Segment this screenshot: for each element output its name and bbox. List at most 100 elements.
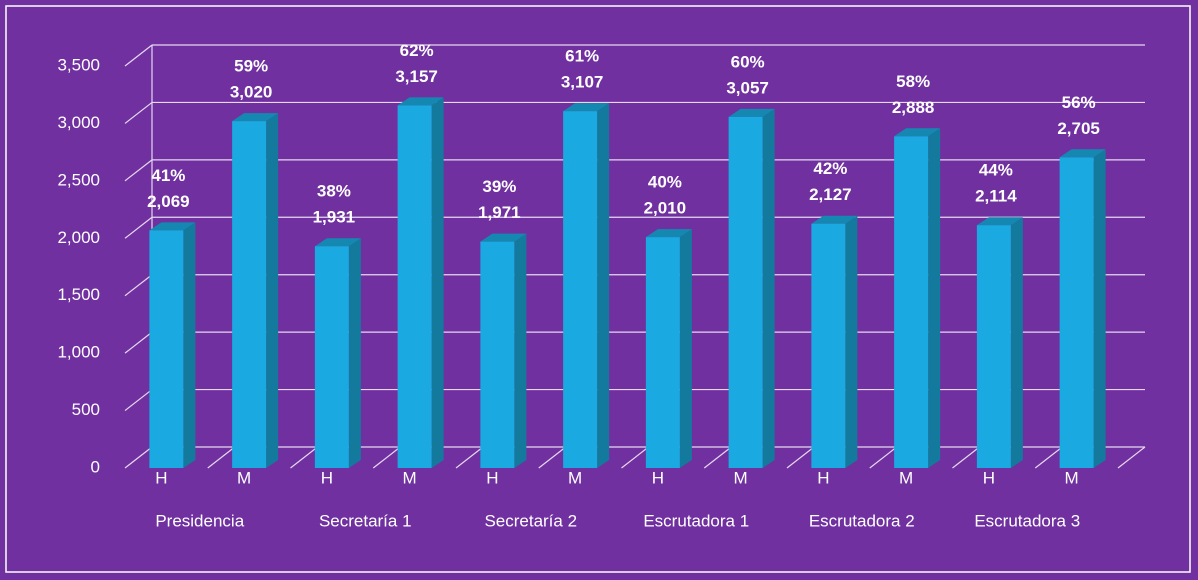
percent-label: 61% bbox=[565, 47, 599, 66]
percent-label: 38% bbox=[317, 182, 351, 201]
group-label: Escrutadora 1 bbox=[643, 511, 749, 530]
floor-line bbox=[372, 446, 401, 469]
y-tick-label: 1,000 bbox=[57, 343, 100, 362]
y-tick-label: 0 bbox=[91, 457, 100, 476]
grid-line-side bbox=[124, 159, 153, 182]
bar bbox=[480, 241, 515, 468]
bar bbox=[1059, 157, 1094, 468]
floor-line bbox=[538, 446, 567, 469]
group-label: Escrutadora 2 bbox=[809, 511, 915, 530]
bar-side bbox=[762, 108, 775, 468]
bar bbox=[563, 111, 598, 468]
grid-line-side bbox=[124, 274, 153, 297]
bar-top bbox=[894, 128, 941, 137]
x-tick-label: H bbox=[321, 468, 333, 487]
grid-line-side bbox=[124, 389, 153, 412]
grid-line-side bbox=[124, 101, 153, 124]
bar-top bbox=[397, 97, 444, 106]
value-label: 2,069 bbox=[147, 192, 190, 211]
value-label: 2,705 bbox=[1057, 119, 1100, 138]
bar-side bbox=[1010, 217, 1023, 468]
value-label: 2,114 bbox=[975, 187, 1017, 206]
bar bbox=[645, 237, 680, 468]
group-label: Presidencia bbox=[155, 511, 244, 530]
bar-side bbox=[183, 222, 196, 468]
chart-border bbox=[5, 5, 1191, 573]
percent-label: 40% bbox=[648, 173, 682, 192]
grid-line-side bbox=[124, 331, 153, 354]
bar-top bbox=[149, 222, 196, 231]
value-label: 2,127 bbox=[809, 185, 852, 204]
y-tick-label: 2,500 bbox=[57, 170, 100, 189]
bar-top bbox=[728, 108, 775, 117]
grid-line-side bbox=[124, 44, 153, 67]
bar-top bbox=[232, 113, 279, 122]
bar-top bbox=[976, 217, 1023, 226]
bar-side bbox=[597, 103, 610, 468]
floor-line bbox=[207, 446, 236, 469]
bar bbox=[728, 116, 763, 468]
percent-label: 41% bbox=[151, 166, 185, 185]
y-tick-label: 500 bbox=[72, 400, 100, 419]
value-label: 2,010 bbox=[644, 199, 687, 218]
group-label: Escrutadora 3 bbox=[974, 511, 1080, 530]
x-tick-label: M bbox=[899, 468, 913, 487]
value-label: 3,107 bbox=[561, 73, 604, 92]
percent-label: 58% bbox=[896, 72, 930, 91]
bar-side bbox=[1093, 149, 1106, 468]
percent-label: 59% bbox=[234, 57, 268, 76]
grid-line-side bbox=[124, 446, 153, 469]
floor-line bbox=[786, 446, 815, 469]
x-tick-label: H bbox=[983, 468, 995, 487]
bar bbox=[811, 223, 846, 468]
y-tick-label: 3,500 bbox=[57, 55, 100, 74]
x-tick-label: H bbox=[155, 468, 167, 487]
bar bbox=[232, 121, 267, 468]
value-label: 1,971 bbox=[478, 203, 521, 222]
bar-side bbox=[514, 233, 527, 468]
x-tick-label: M bbox=[403, 468, 417, 487]
bar-top bbox=[480, 233, 527, 242]
floor-line bbox=[621, 446, 649, 469]
x-tick-label: M bbox=[568, 468, 582, 487]
value-label: 3,020 bbox=[230, 83, 273, 102]
x-tick-label: H bbox=[817, 468, 829, 487]
bar-top bbox=[645, 229, 692, 238]
x-tick-label: H bbox=[652, 468, 664, 487]
floor-line bbox=[1034, 446, 1063, 469]
bar-top bbox=[563, 103, 610, 112]
value-label: 3,157 bbox=[395, 67, 438, 86]
bar bbox=[314, 246, 349, 468]
percent-label: 39% bbox=[482, 177, 516, 196]
bar-top bbox=[811, 215, 858, 224]
bar bbox=[894, 136, 929, 468]
percent-label: 62% bbox=[400, 41, 434, 60]
value-label: 1,931 bbox=[313, 208, 356, 227]
bar bbox=[397, 105, 432, 469]
x-tick-label: H bbox=[486, 468, 498, 487]
y-tick-label: 3,000 bbox=[57, 113, 100, 132]
y-tick-label: 2,000 bbox=[57, 228, 100, 247]
bar-top bbox=[1059, 149, 1106, 158]
bar-side bbox=[679, 229, 692, 468]
percent-label: 60% bbox=[731, 52, 765, 71]
bar-top bbox=[314, 238, 361, 247]
bar bbox=[976, 225, 1011, 468]
group-label: Secretaría 1 bbox=[319, 511, 412, 530]
bar bbox=[149, 230, 184, 468]
bar-side bbox=[431, 97, 444, 469]
x-tick-label: M bbox=[237, 468, 251, 487]
x-tick-label: M bbox=[734, 468, 748, 487]
bar-side bbox=[266, 113, 279, 468]
x-tick-label: M bbox=[1065, 468, 1079, 487]
group-label: Secretaría 2 bbox=[484, 511, 577, 530]
value-label: 3,057 bbox=[726, 78, 769, 97]
percent-label: 44% bbox=[979, 161, 1013, 180]
floor-line bbox=[1117, 446, 1146, 469]
floor-line bbox=[290, 446, 318, 469]
percent-label: 42% bbox=[813, 159, 847, 178]
floor-line bbox=[869, 446, 898, 469]
floor-line bbox=[952, 446, 980, 469]
bar-side bbox=[348, 238, 361, 468]
